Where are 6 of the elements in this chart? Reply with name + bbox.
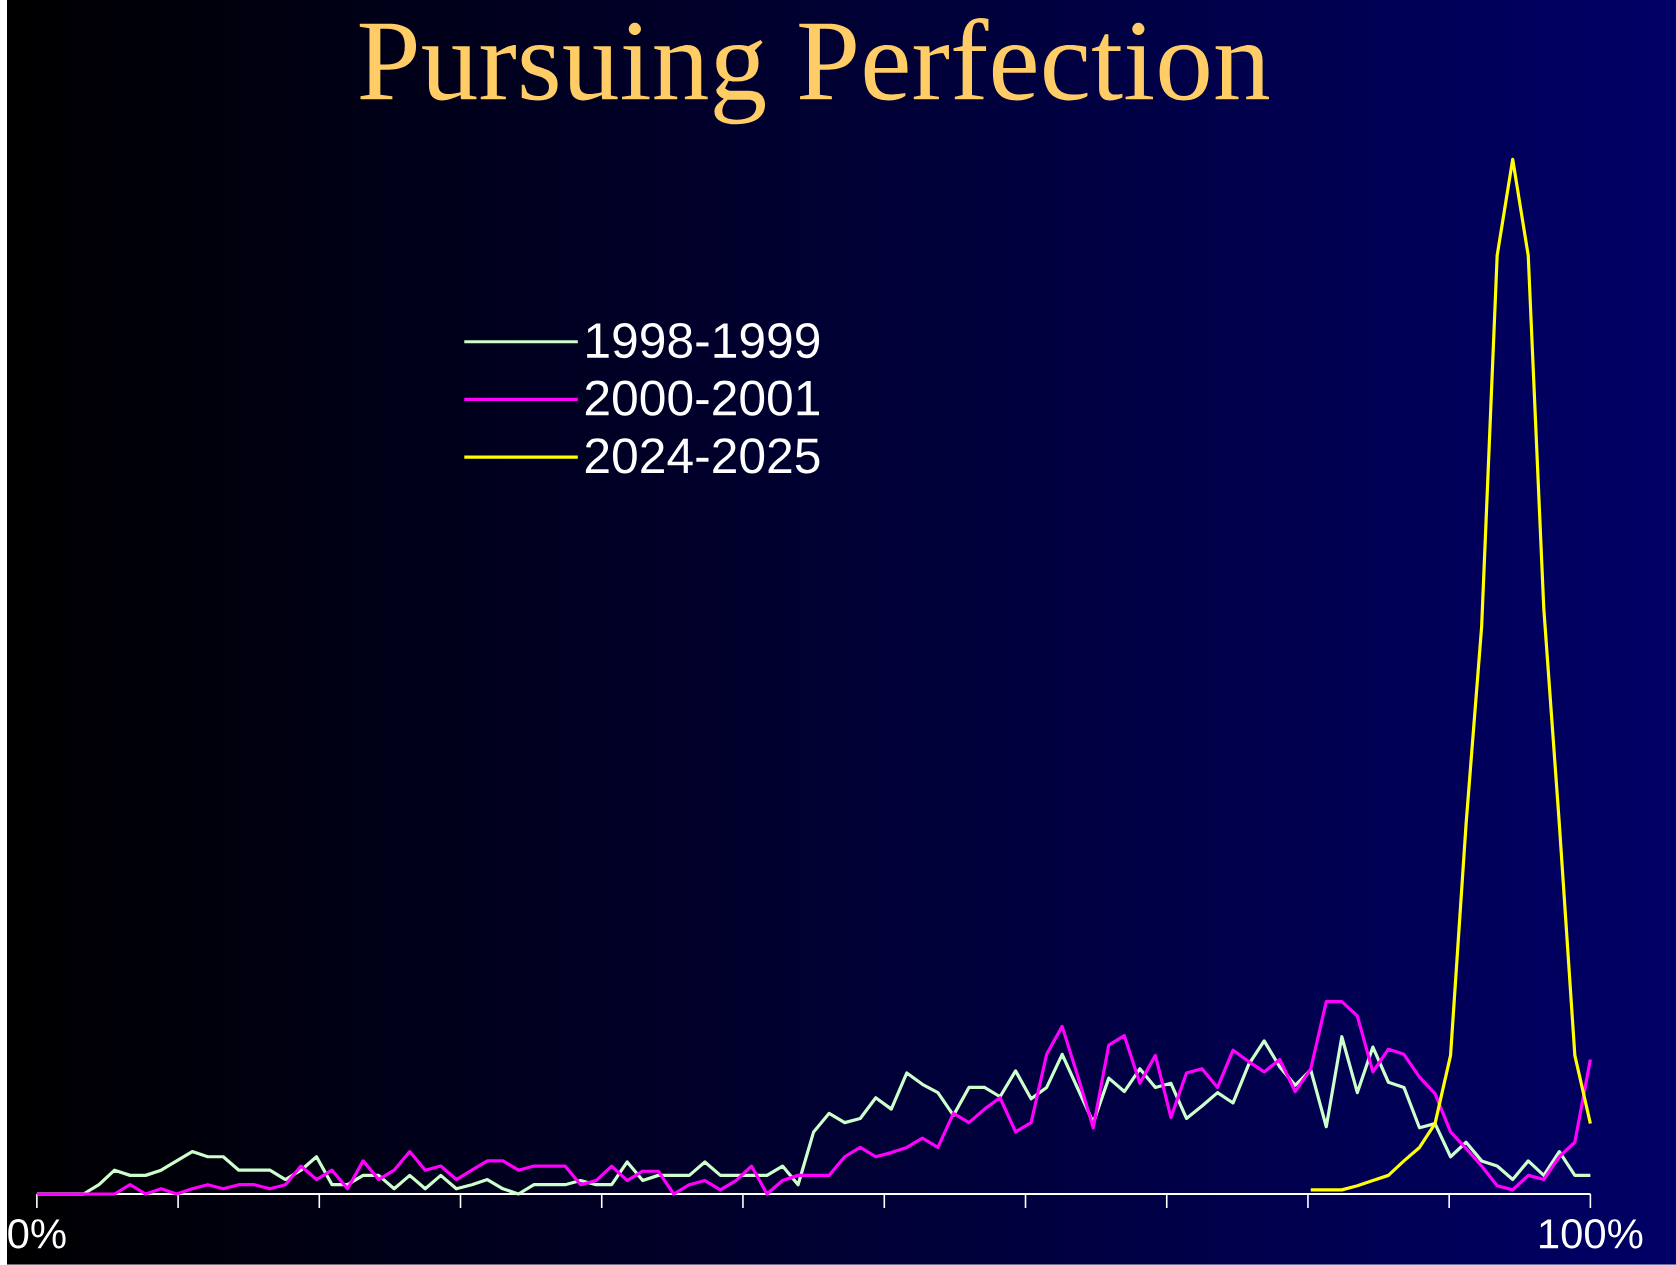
x-tick-label: 0% <box>8 1219 66 1249</box>
x-tick-label: 100% <box>1540 1219 1643 1249</box>
legend-label: 2000-2001 <box>585 380 820 416</box>
legend-label: 2024-2025 <box>585 438 820 474</box>
chart-title: Pursuing Perfection <box>359 18 1269 125</box>
legend-label: 1998-1999 <box>587 323 820 359</box>
